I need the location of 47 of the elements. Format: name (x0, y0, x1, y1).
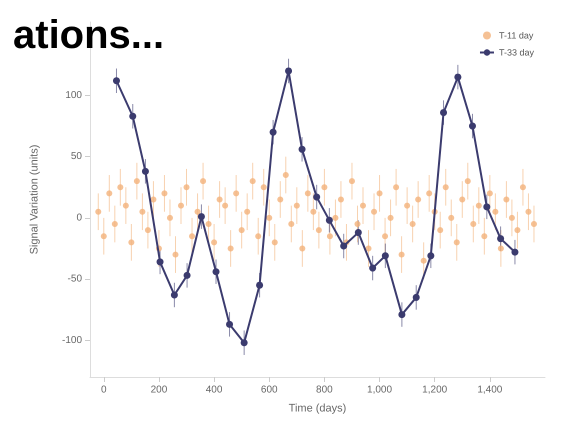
point (340, 242, 348, 250)
point (270, 128, 277, 136)
point (142, 168, 149, 175)
y-tick-label: 50 (70, 151, 82, 162)
legend-label: T-11 day (498, 30, 534, 40)
point (156, 258, 164, 266)
point (240, 339, 248, 346)
point (226, 320, 234, 328)
point (129, 112, 136, 120)
y-tick-label: -50 (68, 274, 82, 285)
point (427, 252, 434, 260)
x-tick-label: 200 (150, 384, 168, 396)
point (483, 203, 490, 210)
point (440, 109, 448, 116)
point (184, 272, 191, 279)
x-tick-label: 800 (316, 384, 334, 396)
point (198, 213, 205, 220)
y-tick-label: 100 (65, 90, 82, 101)
x-tick-label: 400 (206, 384, 223, 396)
y-tick-label: -100 (62, 334, 82, 346)
legend-label: T-33 day (498, 48, 534, 58)
point (454, 74, 462, 81)
point (398, 311, 406, 318)
point (170, 291, 178, 298)
point (298, 146, 306, 153)
point (313, 194, 320, 201)
y-axis-title: Signal Variation (units) (28, 144, 40, 254)
point (256, 282, 264, 289)
point (412, 294, 420, 301)
point (369, 264, 376, 272)
chart-title: ations... (13, 13, 164, 57)
y-tick-label: 0 (76, 212, 82, 224)
point (285, 67, 292, 74)
point (511, 248, 518, 256)
point (468, 122, 476, 130)
x-tick-label: 1,200 (422, 384, 448, 396)
point (354, 229, 362, 236)
point (112, 77, 120, 84)
point (382, 252, 389, 260)
x-tick-label: 0 (101, 384, 108, 396)
x-tick-label: 1,400 (477, 384, 503, 396)
point (326, 216, 333, 224)
point (497, 235, 504, 242)
x-axis-title: Time (days) (288, 402, 346, 414)
x-tick-label: 600 (260, 384, 278, 396)
x-tick-label: 1,000 (367, 384, 392, 396)
point (212, 268, 220, 276)
